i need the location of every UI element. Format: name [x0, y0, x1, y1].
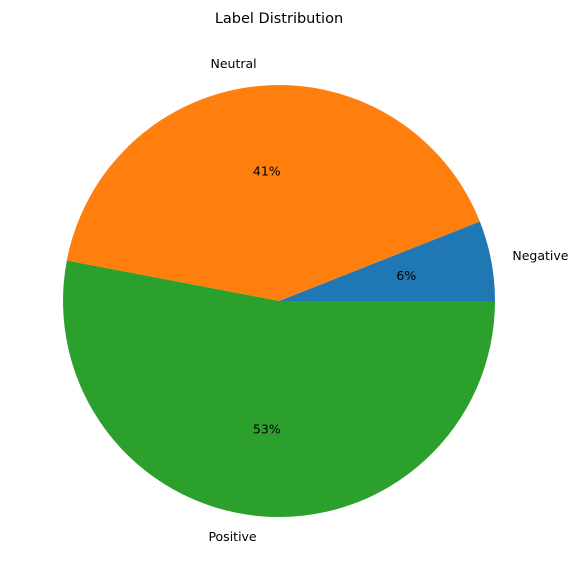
pie-slices [63, 85, 496, 518]
percent-label-positive: 53% [253, 422, 281, 437]
chart-title: Label Distribution [215, 11, 343, 27]
percent-label-neutral: 41% [253, 163, 281, 178]
category-label-neutral: Neutral [210, 56, 256, 71]
percent-labels: 6% 41% 53% [253, 163, 416, 436]
category-labels: Negative Neutral Positive [208, 56, 568, 544]
pie-slice-negative [279, 221, 495, 301]
category-label-negative: Negative [512, 248, 568, 263]
pie-slice-neutral [66, 85, 480, 302]
percent-label-negative: 6% [396, 268, 416, 283]
category-label-positive: Positive [208, 529, 256, 544]
pie-slice-positive [63, 260, 496, 518]
